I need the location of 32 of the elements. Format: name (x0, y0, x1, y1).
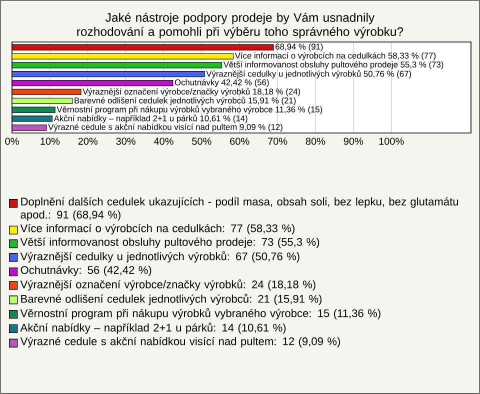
legend-label: Větší informovanost obsluhy pultového prodeje: 73 (55,3 %) (20, 238, 320, 248)
x-tick-label: 60% (230, 138, 250, 145)
legend-label: Výrazné cedule s akční nabídkou visící nad pultem: 12 (9,09 %) (20, 336, 340, 348)
data-label: Barevné odlišení cedulek jednotlivých výrobců 15,91 % (21) (74, 96, 296, 106)
data-label: Akční nabídky – například 2+1 u párků 10,61 % (14) (54, 114, 248, 123)
legend-label: Barevné odlišení cedulek jednotlivých výrobců: 21 (15,91 %) (21, 294, 322, 305)
legend-label: Věrnostní program při nákupu výrobků vybraného výrobce: 15 (11,36 %) (20, 308, 380, 320)
x-tick-label: 40% (154, 138, 174, 145)
chart-title: Jaké nástroje podpory prodeje by Vám usnadnily rozhodování a pomohli při výběru toho správného výrobku? (77, 12, 404, 38)
x-tick-label: 90% (344, 138, 364, 145)
x-tick-label: 80% (306, 138, 326, 145)
data-label: Větší informovanost obsluhy pultového prodeje 55,3 % (73) (223, 61, 444, 70)
data-label: Výraznější cedulky u jednotlivých výrobků 50,76 % (67) (206, 70, 412, 78)
x-tick-label: 50% (192, 138, 212, 145)
legend-label: Výraznější cedulky u jednotlivých výrobků: 67 (50,76 %) (20, 251, 300, 262)
legend-label: Doplnění dalších cedulek ukazujících - podíl masa, obsah soli, bez lepku, bez glutamátu apod.: 91 (68,94 %) (20, 197, 458, 221)
legend-label: Více informací o výrobcích na cedulkách: 77 (58,33 %) (20, 224, 294, 234)
x-tick-label: 10% (40, 138, 60, 145)
data-label: Věrnostní program při nákupu výrobků vybraného výrobce 11,36 % (15) (56, 106, 322, 114)
x-tick-label: 70% (268, 138, 288, 145)
legend-label: Výraznější označení výrobce/značky výrobků: 24 (18,18 %) (20, 279, 316, 291)
legend-label: Ochutnávky: 56 (42,42 %) (20, 266, 152, 276)
legend-label: Akční nabídky – například 2+1 u párků: 14 (10,61 %) (20, 322, 286, 334)
x-tick-label: 20% (78, 138, 98, 145)
data-label: Ochutnávky 42,42 % (56) (174, 79, 269, 87)
x-tick-label: 0% (5, 138, 19, 145)
x-tick-label: 30% (116, 138, 136, 145)
data-label: Výraznější označení výrobce/značky výrobků 18,18 % (24) (82, 88, 300, 96)
x-tick-label: 100% (379, 138, 404, 145)
data-label: Výrazné cedule s akční nabídkou visící nad pultem 9,09 % (12) (48, 124, 282, 132)
data-label: 68,94 % (91) (276, 43, 323, 52)
data-label: Více informací o výrobcích na cedulkách 58,33 % (77) (234, 52, 436, 60)
